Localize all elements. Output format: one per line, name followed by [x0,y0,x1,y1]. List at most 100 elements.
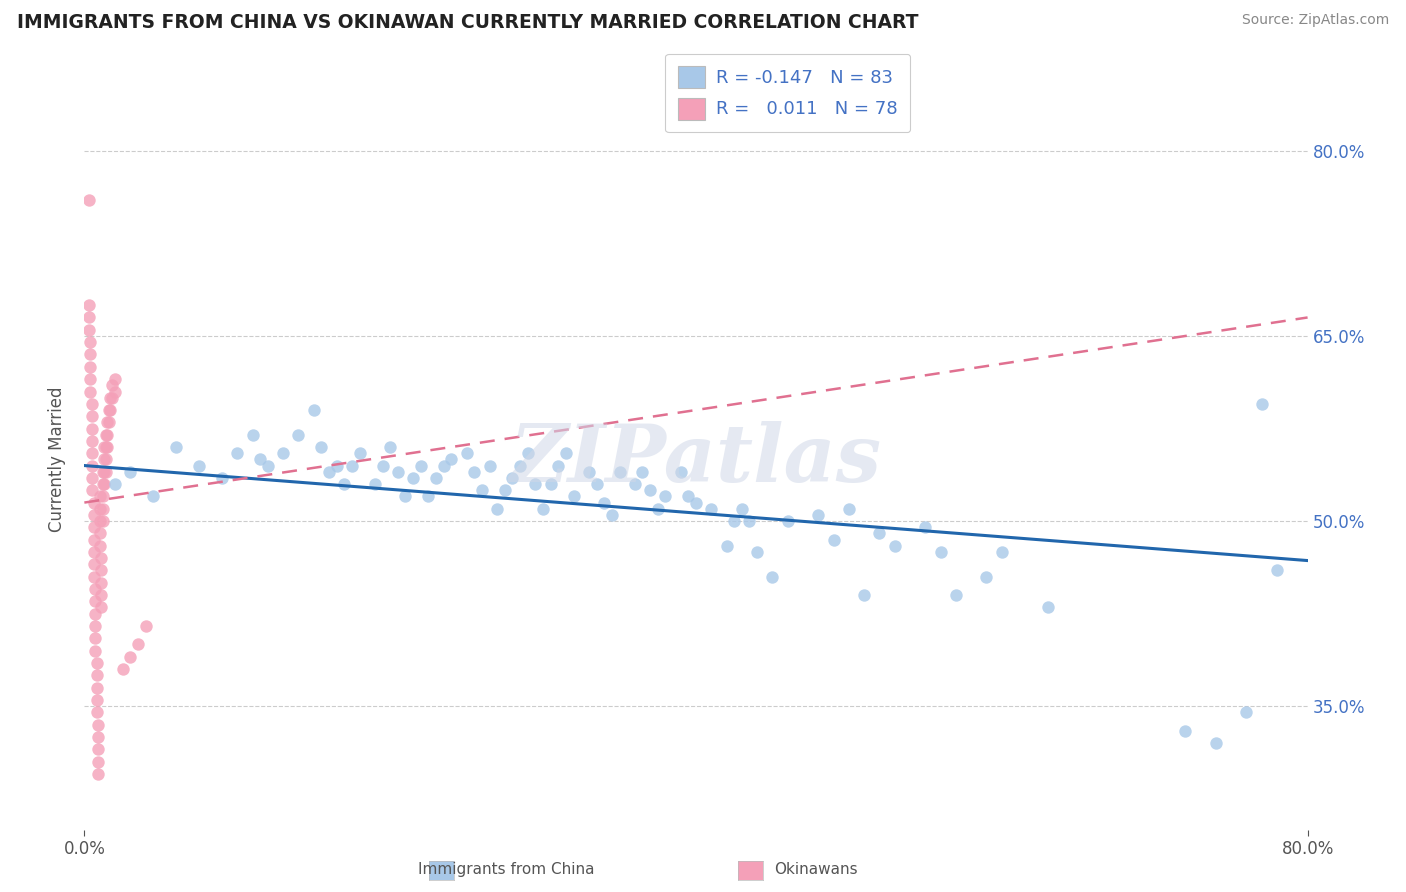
Point [700,501,723,516]
Point [80,446,103,460]
Point [90,588,112,602]
Point [311,440,333,454]
Point [463,465,485,479]
Point [524,477,547,491]
Legend: R = -0.147   N = 83, R =   0.011   N = 78: R = -0.147 N = 83, R = 0.011 N = 78 [665,54,910,132]
Point [165,440,187,454]
Point [678,489,700,503]
Point [669,465,692,479]
Point [807,508,830,522]
Point [101,391,124,405]
Point [96,416,118,430]
Point [502,471,524,485]
Point [84,643,107,657]
Point [86,681,108,695]
Point [97,416,120,430]
Point [211,471,233,485]
Point [83,558,105,572]
Point [91,477,114,491]
Point [509,458,531,473]
Point [494,483,516,498]
Point [94,427,117,442]
Point [1205,736,1227,750]
Point [89,489,111,503]
Point [776,514,799,528]
Point [90,564,112,578]
Point [94,440,117,454]
Point [104,384,127,399]
Point [624,477,647,491]
Point [77,310,100,325]
Point [80,483,103,498]
Point [79,335,101,350]
Point [540,477,562,491]
Point [89,501,111,516]
Point [80,458,103,473]
Point [609,465,631,479]
Point [409,458,432,473]
Point [91,465,114,479]
Point [547,458,569,473]
Point [600,508,623,522]
Point [478,458,501,473]
Point [638,483,661,498]
Point [90,575,112,590]
Point [83,533,105,547]
Point [976,569,998,583]
Point [578,465,600,479]
Point [394,489,416,503]
Point [716,539,738,553]
Point [90,600,112,615]
Point [585,477,607,491]
Point [91,489,114,503]
Point [84,594,107,608]
Point [433,458,456,473]
Point [84,607,107,621]
Point [723,514,745,528]
Point [188,458,211,473]
Point [562,489,585,503]
Point [853,588,876,602]
Point [93,452,115,467]
Point [104,372,127,386]
Point [1174,723,1197,738]
Point [83,495,105,509]
Point [104,477,127,491]
Point [380,440,402,454]
Point [96,440,118,454]
Point [242,427,264,442]
Point [120,465,142,479]
Point [257,458,280,473]
Point [93,465,115,479]
Point [349,446,371,460]
Point [1250,397,1272,411]
Point [486,501,509,516]
Point [531,501,554,516]
Point [98,391,121,405]
Point [945,588,967,602]
Point [79,384,101,399]
Point [84,619,107,633]
Point [1265,564,1288,578]
Point [79,347,101,361]
Point [101,378,124,392]
Text: ZIPatlas: ZIPatlas [510,421,882,498]
Point [456,446,478,460]
Point [418,489,440,503]
Point [249,452,271,467]
Point [83,520,105,534]
Point [91,501,114,516]
Point [87,742,110,756]
Point [89,526,111,541]
Point [98,403,121,417]
Point [226,446,249,460]
Point [80,471,103,485]
Point [93,440,115,454]
Point [83,569,105,583]
Point [425,471,447,485]
Point [83,508,105,522]
Point [86,656,108,670]
Point [84,632,107,646]
Point [111,662,134,676]
Point [77,298,100,312]
